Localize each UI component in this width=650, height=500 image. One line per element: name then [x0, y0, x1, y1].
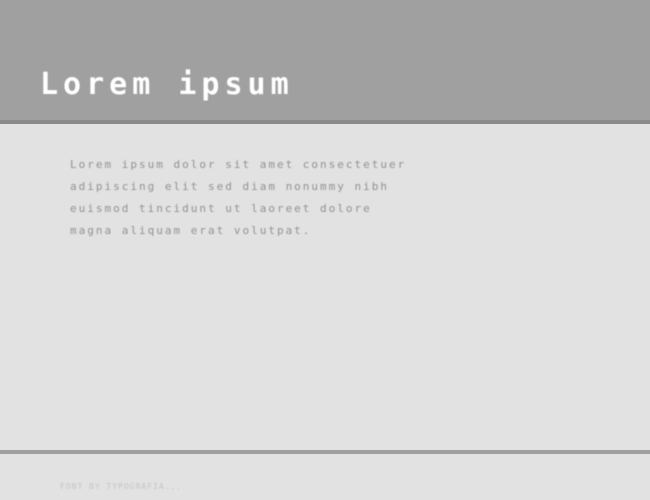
footer-text: FONT BY TYPOGRAFIA... [60, 482, 590, 491]
page-title: Lorem ipsum [40, 67, 294, 102]
body-text: Lorem ipsum dolor sit amet consectetuer … [70, 154, 580, 242]
header-region: Lorem ipsum [0, 0, 650, 120]
content-region: Lorem ipsum dolor sit amet consectetuer … [0, 124, 650, 450]
footer-region: FONT BY TYPOGRAFIA... [0, 454, 650, 500]
